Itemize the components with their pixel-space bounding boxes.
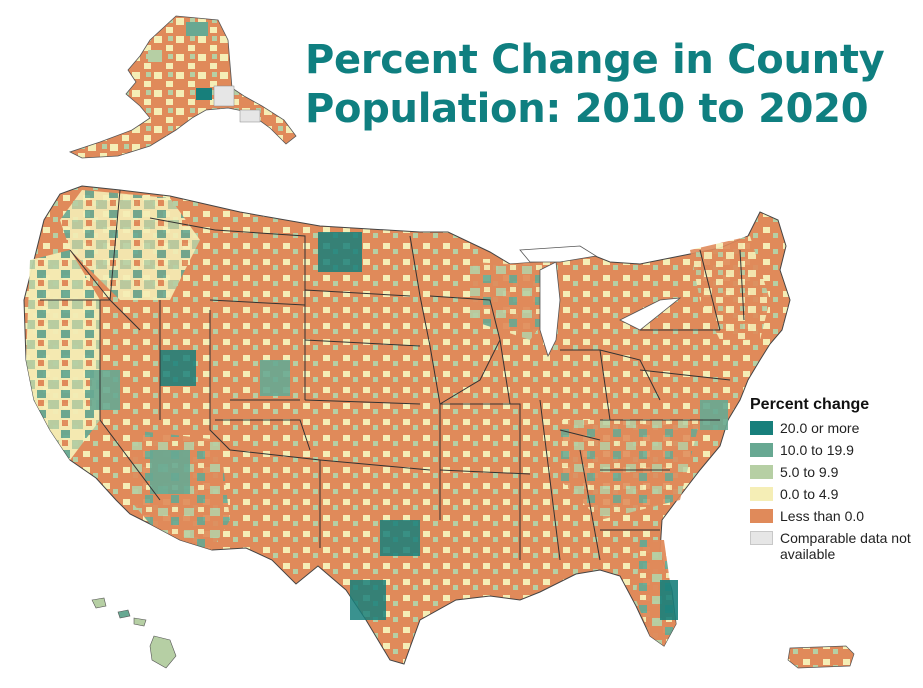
- legend-item: 5.0 to 9.9: [750, 464, 920, 480]
- puerto-rico: [787, 645, 855, 669]
- legend: Percent change 20.0 or more 10.0 to 19.9…: [750, 396, 920, 570]
- legend-label: Less than 0.0: [780, 508, 865, 524]
- legend-label: 10.0 to 19.9: [780, 442, 854, 458]
- legend-title: Percent change: [750, 396, 870, 413]
- contiguous-us: [23, 185, 791, 665]
- map-title: Percent Change in County Population: 201…: [305, 36, 885, 134]
- legend-item: 0.0 to 4.9: [750, 486, 920, 502]
- title-line-1: Percent Change in County: [305, 37, 885, 83]
- legend-swatch-5-9: [750, 465, 773, 479]
- legend-item: 20.0 or more: [750, 420, 920, 436]
- legend-item: Less than 0.0: [750, 508, 920, 524]
- legend-swatch-20plus: [750, 421, 773, 435]
- legend-label: 5.0 to 9.9: [780, 464, 839, 480]
- legend-swatch-10-19: [750, 443, 773, 457]
- legend-swatch-no-data: [750, 531, 773, 545]
- legend-label: 0.0 to 4.9: [780, 486, 839, 502]
- hawaii: [91, 597, 177, 669]
- legend-label: 20.0 or more: [780, 420, 860, 436]
- legend-swatch-0-4: [750, 487, 773, 501]
- legend-label: Comparable data not available: [780, 530, 911, 562]
- title-line-2: Population: 2010 to 2020: [305, 86, 869, 132]
- alaska: [68, 15, 297, 159]
- legend-item: 10.0 to 19.9: [750, 442, 920, 458]
- legend-item: Comparable data not available: [750, 530, 920, 564]
- legend-swatch-negative: [750, 509, 773, 523]
